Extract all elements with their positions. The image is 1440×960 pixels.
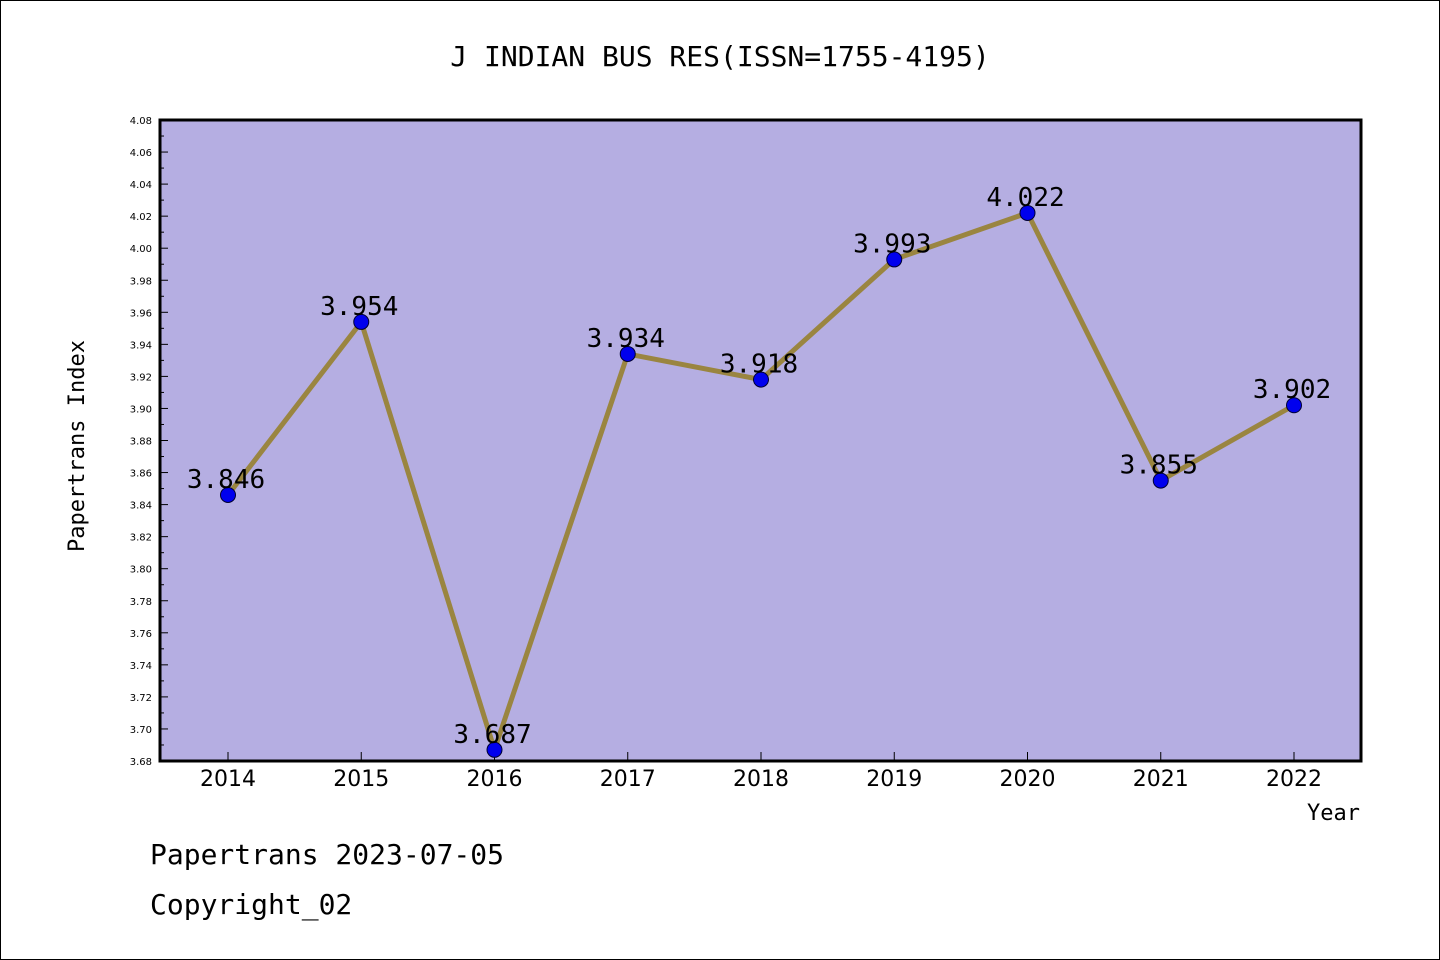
- data-point: [486, 741, 503, 758]
- data-point: [753, 371, 769, 388]
- x-tick-label: 2015: [333, 767, 389, 792]
- y-tick-label: 3.70: [130, 725, 152, 736]
- y-tick-label: 3.96: [130, 308, 152, 319]
- x-tick-label: 2021: [1133, 767, 1189, 792]
- data-label: 3.918: [720, 350, 798, 380]
- y-tick-label: 3.74: [130, 661, 152, 672]
- data-label: 3.846: [187, 465, 265, 495]
- data-label: 3.687: [453, 720, 531, 750]
- y-tick-label: 3.80: [130, 565, 152, 576]
- y-tick-label: 3.90: [130, 404, 152, 415]
- series: 3.846 3.954 3.687 3.934 3.918 3.993 4.022 3.855…: [187, 183, 1331, 758]
- chart-title: J INDIAN BUS RES(ISSN=1755-4195): [450, 40, 989, 73]
- y-tick-label: 3.72: [130, 693, 152, 704]
- y-tick-label: 4.06: [130, 148, 152, 159]
- y-axis: 3.68 3.70 3.72 3.74 3.76 3.78 3.80 3.82 3.84 3.86…: [130, 116, 168, 768]
- y-axis-label: Papertrans Index: [65, 340, 90, 552]
- y-tick-label: 3.68: [130, 757, 152, 768]
- y-tick-label: 3.86: [130, 469, 152, 480]
- y-tick-label: 4.02: [130, 212, 152, 223]
- data-point: [353, 313, 370, 330]
- y-tick-label: 3.94: [130, 340, 152, 351]
- data-point: [1019, 204, 1036, 221]
- x-tick-label: 2018: [733, 767, 789, 792]
- x-tick-label: 2016: [467, 767, 523, 792]
- data-label: 3.855: [1120, 451, 1198, 481]
- data-point: [1152, 472, 1169, 489]
- data-label: 3.934: [587, 324, 665, 354]
- data-point: [1286, 397, 1302, 414]
- data-label: 3.902: [1253, 375, 1331, 405]
- data-point: [886, 251, 903, 268]
- data-point: [619, 345, 636, 362]
- x-tick-label: 2022: [1266, 767, 1322, 792]
- footer-copyright: Copyright_02: [150, 888, 352, 922]
- plot-area: [158, 118, 1363, 763]
- x-tick-label: 2019: [866, 767, 922, 792]
- x-axis-label: Year: [1307, 801, 1360, 826]
- data-point: [220, 486, 236, 503]
- y-tick-label: 3.76: [130, 629, 152, 640]
- y-tick-label: 4.08: [130, 116, 152, 127]
- y-tick-label: 4.04: [130, 180, 152, 191]
- x-axis: 2014 2015 2016 2017 2018 2019 2020 2021 2022: [200, 752, 1322, 792]
- y-tick-label: 3.78: [130, 597, 152, 608]
- data-label: 3.993: [853, 229, 931, 259]
- x-tick-label: 2017: [600, 767, 656, 792]
- y-tick-label: 3.82: [130, 533, 152, 544]
- y-tick-label: 3.92: [130, 372, 152, 383]
- data-label: 3.954: [320, 292, 398, 322]
- y-tick-label: 3.98: [130, 276, 152, 287]
- footer-date: Papertrans 2023-07-05: [150, 838, 504, 871]
- y-tick-label: 3.84: [130, 501, 152, 512]
- y-tick-label: 4.00: [130, 244, 152, 255]
- x-tick-label: 2020: [1000, 767, 1056, 792]
- data-label: 4.022: [986, 183, 1064, 213]
- x-tick-label: 2014: [200, 767, 256, 792]
- y-tick-label: 3.88: [130, 437, 152, 448]
